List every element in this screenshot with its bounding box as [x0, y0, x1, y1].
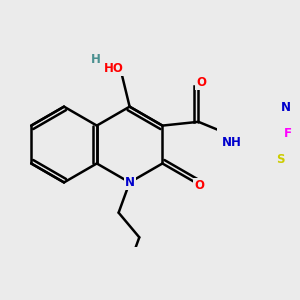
Text: N: N [124, 176, 135, 189]
Text: F: F [284, 127, 292, 140]
Text: H: H [90, 53, 100, 66]
Text: S: S [276, 153, 284, 166]
Text: NH: NH [222, 136, 242, 149]
Text: O: O [196, 76, 206, 89]
Text: N: N [281, 101, 291, 114]
Text: O: O [194, 179, 204, 192]
Text: HO: HO [104, 62, 124, 75]
